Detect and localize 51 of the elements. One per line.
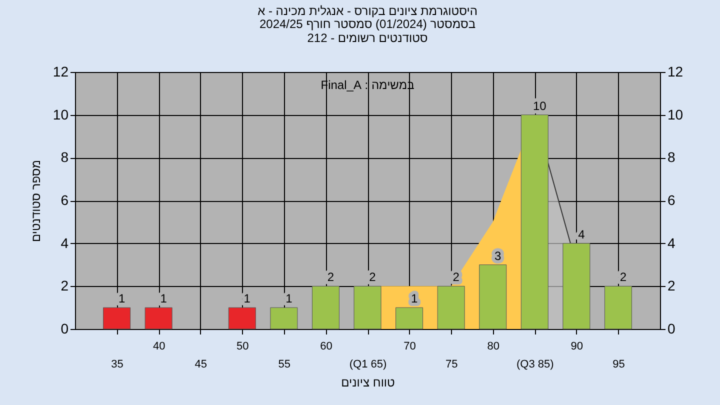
data-label: 2 <box>369 270 376 284</box>
bar <box>437 286 465 330</box>
y2-tick-label: 0 <box>668 320 676 336</box>
x-tick-label: 75 <box>445 358 458 370</box>
data-label: 1 <box>160 292 168 306</box>
x-axis-title: טווח ציונים <box>341 376 396 390</box>
data-label: 1 <box>286 292 293 306</box>
data-label: 3 <box>494 248 502 263</box>
data-label: 4 <box>578 227 586 242</box>
x-tick-label: 80 <box>487 340 500 352</box>
data-label: 2 <box>327 270 334 284</box>
y2-tick-label: 4 <box>668 234 676 251</box>
data-label: 1 <box>410 292 418 306</box>
chart-subtitle: בסמסטר (01/2024) סמסטר חורף 2024/25 סטודנטים רשומים - 212 <box>259 17 476 45</box>
x-tick-label: 40 <box>152 340 166 352</box>
x-tick-label: (Q3 85) <box>516 358 554 370</box>
x-tick-label: 60 <box>320 340 332 352</box>
bar <box>228 307 256 330</box>
y-tick-label: 4 <box>60 234 69 251</box>
x-tick-label: 50 <box>236 340 249 352</box>
y2-tick-label: 2 <box>668 278 676 294</box>
data-label: 1 <box>118 292 126 306</box>
x-tick-label: 55 <box>278 358 291 370</box>
x-tick-label: 45 <box>194 358 207 370</box>
x-tick-label: 35 <box>111 358 124 370</box>
bar <box>312 286 340 330</box>
bar <box>144 307 172 330</box>
y-tick-label: 6 <box>60 192 69 208</box>
x-tick-label: 70 <box>404 340 416 352</box>
data-label: 2 <box>620 270 627 284</box>
bar <box>103 307 131 330</box>
y2-tick-label: 8 <box>668 149 676 166</box>
chart-title: היסטוגרמת ציונים בקורס - אנגלית מכינה - א <box>258 4 478 18</box>
x-tick-label: 90 <box>570 340 584 352</box>
y-tick-label: 10 <box>52 106 69 122</box>
y-tick-label: 8 <box>60 149 69 166</box>
y-axis-title: מספר סטודנטים <box>28 160 43 242</box>
y-tick-label: 2 <box>60 278 69 294</box>
x-tick-label: (Q1 65) <box>349 358 387 370</box>
y-tick-label: 12 <box>52 64 69 80</box>
data-label: 1 <box>244 292 251 306</box>
x-tick-label: 95 <box>612 358 625 370</box>
y2-tick-label: 12 <box>668 64 684 80</box>
bar <box>604 286 632 330</box>
bar <box>270 307 298 330</box>
y2-tick-label: 6 <box>668 192 676 208</box>
bar <box>354 286 382 330</box>
bar <box>479 264 507 330</box>
y-tick-label: 0 <box>60 320 69 336</box>
bar <box>396 307 424 330</box>
y2-tick-label: 10 <box>668 106 684 122</box>
